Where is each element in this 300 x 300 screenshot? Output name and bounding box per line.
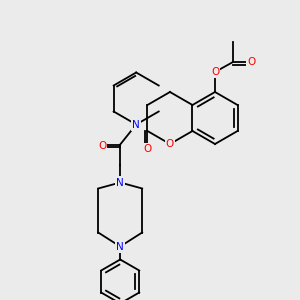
Text: O: O: [143, 144, 152, 154]
Text: N: N: [116, 242, 124, 251]
Text: N: N: [116, 178, 124, 188]
Text: N: N: [132, 119, 140, 130]
Text: O: O: [166, 139, 174, 149]
Text: O: O: [98, 141, 106, 151]
Text: O: O: [211, 67, 219, 77]
Text: O: O: [247, 57, 255, 67]
